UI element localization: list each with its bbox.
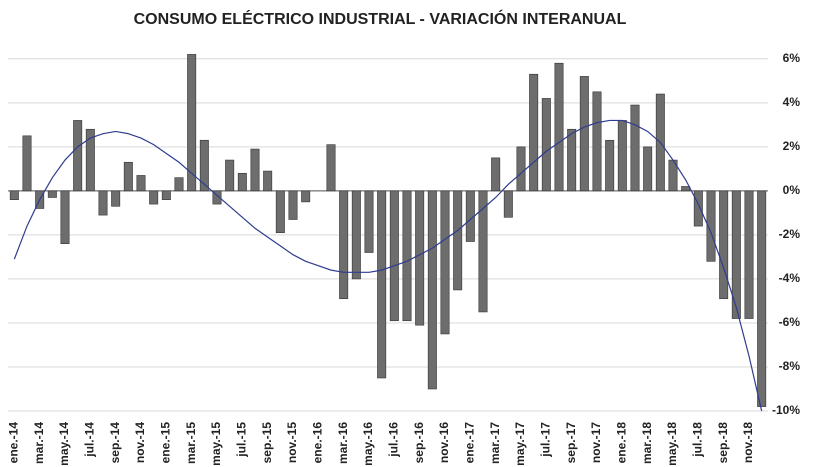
x-tick-label: jul.-15	[235, 422, 249, 458]
bar	[478, 190, 488, 313]
bar	[85, 128, 95, 192]
bar	[757, 190, 767, 407]
bar	[364, 190, 374, 253]
bar	[250, 148, 260, 192]
x-tick-label: may.-16	[361, 422, 375, 466]
bar	[503, 190, 513, 218]
bar	[98, 190, 108, 216]
bar	[275, 190, 285, 234]
trend-line	[13, 119, 763, 412]
x-tick-label: nov.-18	[741, 422, 755, 463]
bar	[22, 135, 32, 192]
bar	[174, 177, 184, 192]
x-tick-label: mar.-15	[184, 422, 198, 464]
bar	[199, 139, 209, 192]
bar	[237, 172, 247, 192]
bar	[427, 190, 437, 390]
bar	[136, 175, 146, 192]
y-tick-label: 2%	[783, 139, 801, 153]
bar	[402, 190, 412, 322]
x-tick-label: nov.-16	[437, 422, 451, 463]
bar	[617, 120, 627, 192]
bar	[605, 139, 615, 192]
bar	[187, 54, 197, 192]
bar	[681, 186, 691, 192]
x-tick-label: jul.-17	[539, 422, 553, 458]
bar	[111, 190, 121, 207]
y-tick-label: 4%	[783, 95, 801, 109]
y-tick-label: -8%	[779, 359, 801, 373]
x-tick-label: mar.-17	[488, 422, 502, 464]
x-tick-label: sep.-16	[412, 422, 426, 464]
bar	[706, 190, 716, 262]
bar	[326, 144, 336, 192]
x-tick-label: sep.-18	[716, 422, 730, 464]
bar	[453, 190, 463, 291]
x-tick-label: may.-14	[57, 422, 71, 466]
chart-title: CONSUMO ELÉCTRICO INDUSTRIAL - VARIACIÓN…	[134, 9, 627, 28]
bar	[693, 190, 703, 227]
bar	[529, 73, 539, 192]
bar	[377, 190, 387, 379]
bar	[744, 190, 754, 319]
bar	[301, 190, 311, 203]
x-tick-label: may.-17	[513, 422, 527, 466]
bar	[554, 62, 564, 192]
bar	[9, 190, 19, 200]
bar	[643, 146, 653, 192]
y-tick-label: 0%	[783, 183, 801, 197]
y-tick-label: 6%	[783, 51, 801, 65]
x-tick-label: ene.-14	[7, 422, 21, 464]
bar	[351, 190, 361, 280]
bar	[161, 190, 171, 200]
bar	[149, 190, 159, 205]
x-tick-label: ene.-15	[159, 422, 173, 464]
x-tick-label: mar.-18	[640, 422, 654, 464]
x-tick-label: jul.-14	[83, 422, 97, 458]
x-tick-label: sep.-15	[260, 422, 274, 464]
bar	[60, 190, 70, 245]
bar	[440, 190, 450, 335]
x-tick-label: jul.-16	[387, 422, 401, 458]
bar	[630, 104, 640, 192]
y-tick-label: -4%	[779, 271, 801, 285]
bar	[212, 190, 222, 205]
bar	[123, 161, 133, 192]
x-tick-label: jul.-18	[691, 422, 705, 458]
x-tick-label: ene.-17	[463, 422, 477, 464]
x-tick-label: may.-18	[665, 422, 679, 466]
bar	[47, 190, 57, 198]
bar	[516, 146, 526, 192]
x-tick-label: ene.-16	[311, 422, 325, 464]
bar	[731, 190, 741, 319]
bar	[592, 91, 602, 192]
bar	[719, 190, 729, 300]
bar	[567, 128, 577, 192]
bar	[288, 190, 298, 220]
bar	[579, 76, 589, 192]
bar	[541, 98, 551, 192]
bar	[225, 159, 235, 192]
x-tick-label: may.-15	[209, 422, 223, 466]
x-tick-label: nov.-17	[589, 422, 603, 463]
x-tick-label: ene.-18	[615, 422, 629, 464]
x-tick-label: sep.-17	[564, 422, 578, 464]
y-tick-label: -6%	[779, 315, 801, 329]
y-tick-label: -2%	[779, 227, 801, 241]
y-tick-label: -10%	[772, 403, 800, 417]
bar	[491, 157, 501, 192]
x-tick-label: sep.-14	[108, 422, 122, 464]
x-tick-label: mar.-14	[32, 422, 46, 464]
x-tick-label: mar.-16	[336, 422, 350, 464]
bar	[415, 190, 425, 326]
bar	[389, 190, 399, 322]
x-tick-label: nov.-15	[285, 422, 299, 463]
bar	[73, 120, 83, 192]
bar	[263, 170, 273, 192]
x-tick-label: nov.-14	[133, 422, 147, 463]
bar	[339, 190, 349, 300]
